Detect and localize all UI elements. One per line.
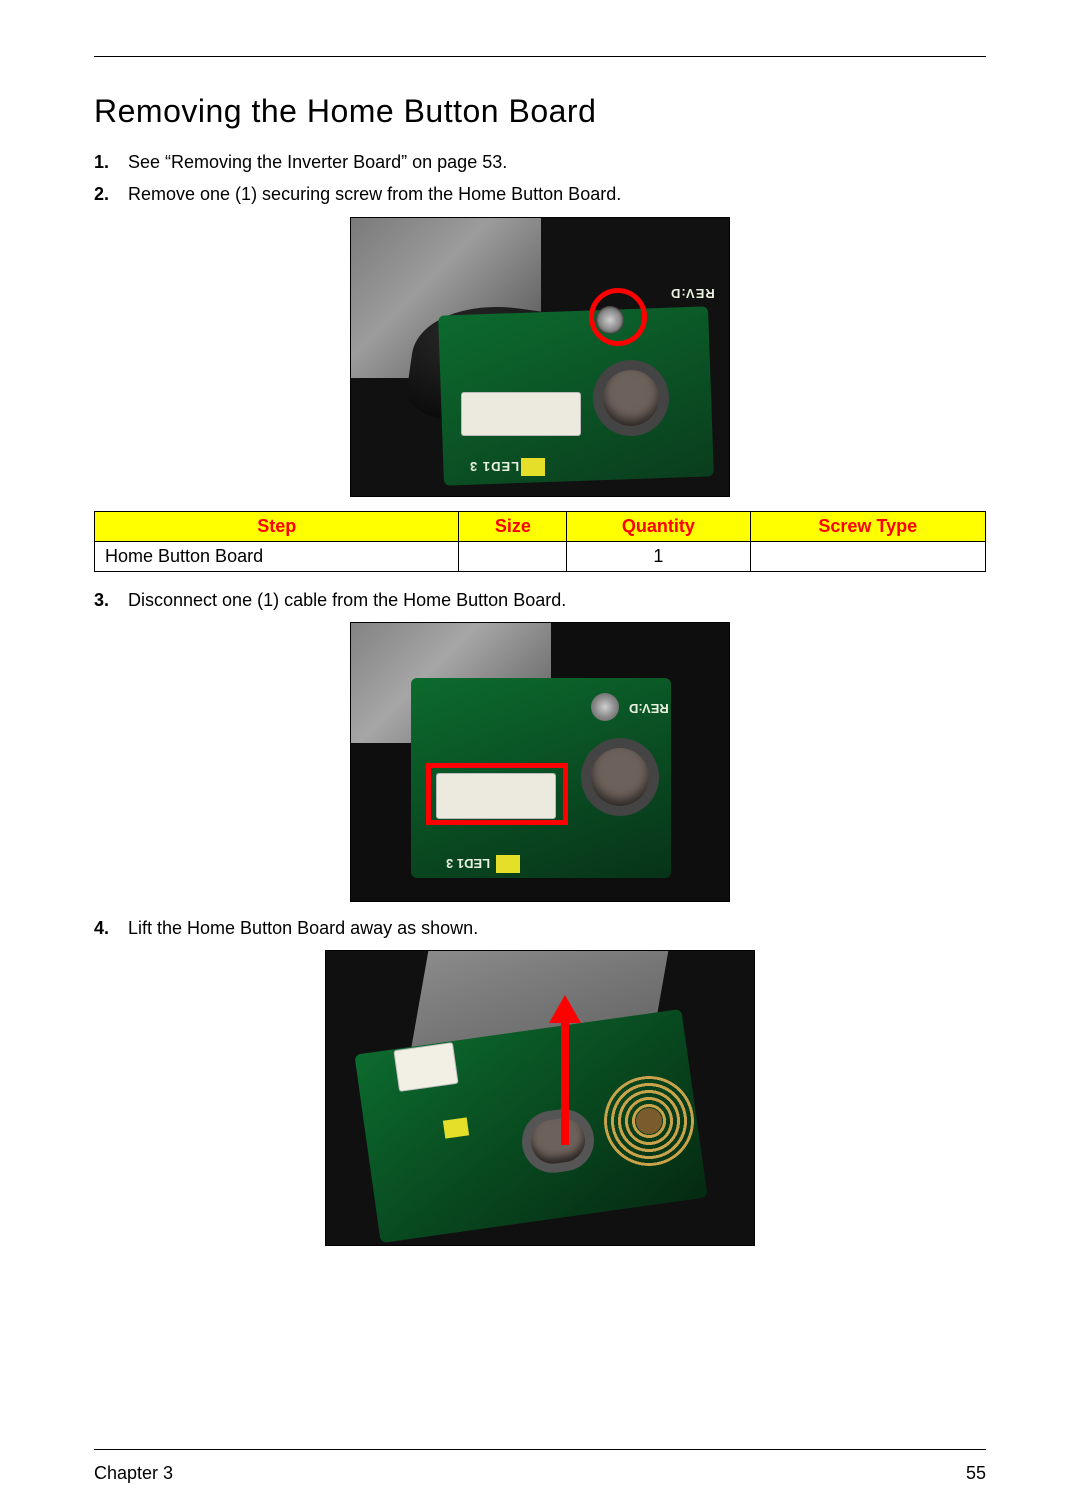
step-3: Disconnect one (1) cable from the Home B… — [94, 588, 986, 612]
fig1-button — [603, 370, 659, 426]
fig3-led — [443, 1118, 469, 1139]
page: Removing the Home Button Board See “Remo… — [0, 0, 1080, 1512]
step-2: Remove one (1) securing screw from the H… — [94, 182, 986, 206]
fig2-screw — [591, 693, 619, 721]
fig1-silk-led: LED1 3 — [469, 459, 519, 474]
fig2-silk-led: LED1 3 — [446, 856, 490, 871]
td-size — [459, 541, 567, 571]
step-list-2: Disconnect one (1) cable from the Home B… — [94, 588, 986, 612]
step-list-3: Lift the Home Button Board away as shown… — [94, 916, 986, 940]
fig2-silk-rev: REV:D — [629, 701, 669, 716]
footer: Chapter 3 55 — [94, 1463, 986, 1484]
arrow-head-icon — [549, 995, 581, 1023]
td-qty: 1 — [567, 541, 750, 571]
screw-table: Step Size Quantity Screw Type Home Butto… — [94, 511, 986, 572]
fig1-connector — [461, 392, 581, 436]
arrow-shaft — [561, 1021, 569, 1145]
figure-2-wrap: REV:D LED1 3 — [94, 622, 986, 902]
th-step: Step — [95, 511, 459, 541]
fig3-connector — [393, 1042, 458, 1092]
step-1: See “Removing the Inverter Board” on pag… — [94, 150, 986, 174]
table-row: Home Button Board 1 — [95, 541, 986, 571]
fig1-led — [521, 458, 545, 476]
th-size: Size — [459, 511, 567, 541]
fig1-silk-rev: REV:D — [670, 286, 715, 301]
footer-chapter: Chapter 3 — [94, 1463, 173, 1484]
section-title: Removing the Home Button Board — [94, 93, 986, 130]
fig2-button — [591, 748, 649, 806]
figure-2: REV:D LED1 3 — [350, 622, 730, 902]
th-qty: Quantity — [567, 511, 750, 541]
fig1-callout-circle — [589, 288, 647, 346]
figure-3 — [325, 950, 755, 1246]
th-type: Screw Type — [750, 511, 985, 541]
fig3-arrow-up — [558, 995, 572, 1145]
footer-page: 55 — [966, 1463, 986, 1484]
step-4: Lift the Home Button Board away as shown… — [94, 916, 986, 940]
fig2-callout-rect — [426, 763, 568, 825]
fig2-led — [496, 855, 520, 873]
top-rule — [94, 56, 986, 57]
bottom-rule — [94, 1449, 986, 1450]
step-list: See “Removing the Inverter Board” on pag… — [94, 150, 986, 207]
table-header-row: Step Size Quantity Screw Type — [95, 511, 986, 541]
figure-3-wrap — [94, 950, 986, 1246]
figure-1-wrap: REV:D LED1 3 — [94, 217, 986, 497]
figure-1: REV:D LED1 3 — [350, 217, 730, 497]
td-type — [750, 541, 985, 571]
td-step: Home Button Board — [95, 541, 459, 571]
